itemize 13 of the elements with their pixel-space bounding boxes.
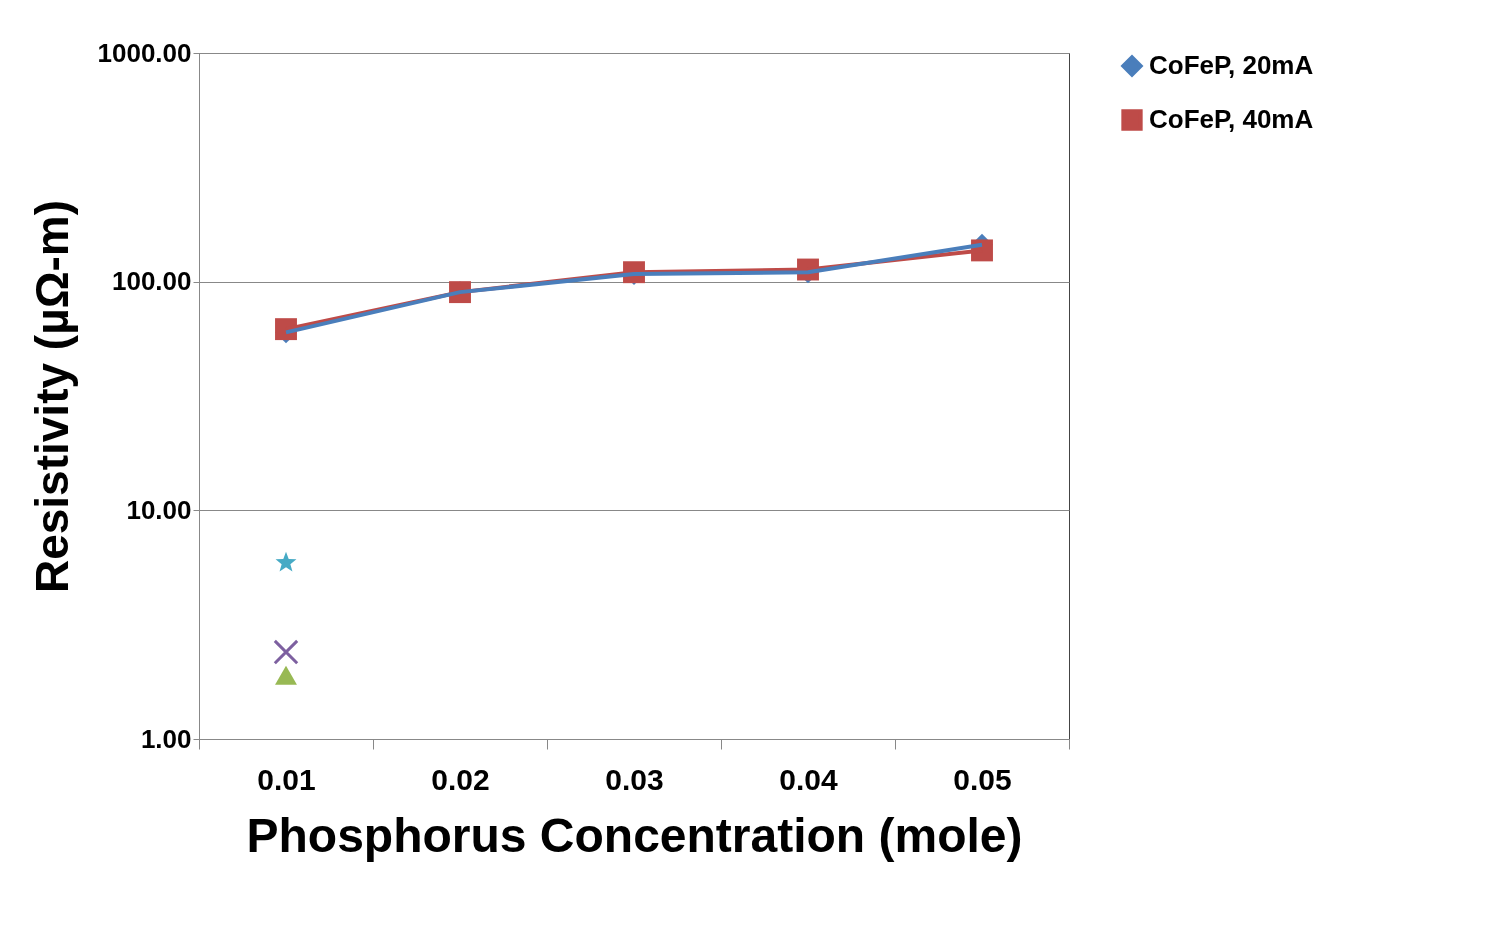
y-axis-title: Resistivity (µΩ-m) — [25, 199, 78, 594]
x-tick-label: 0.03 — [605, 762, 664, 796]
legend-label: CoFeP, 20mA — [1149, 50, 1314, 80]
legend-label: CoFeP, 40mA — [1149, 104, 1314, 134]
y-tick-label: 1.00 — [140, 723, 192, 754]
y-tick-label: 100.00 — [111, 266, 192, 297]
x-axis-title: Phosphorus Concentration (mole) — [246, 808, 1023, 862]
x-tick-label: 0.05 — [953, 762, 1012, 796]
x-tick-label: 0.02 — [431, 762, 490, 796]
y-tick-label: 10.00 — [126, 494, 192, 525]
x-tick-label: 0.01 — [257, 762, 316, 796]
y-tick-label: 1000.00 — [97, 37, 192, 68]
x-tick-label: 0.04 — [779, 762, 839, 796]
